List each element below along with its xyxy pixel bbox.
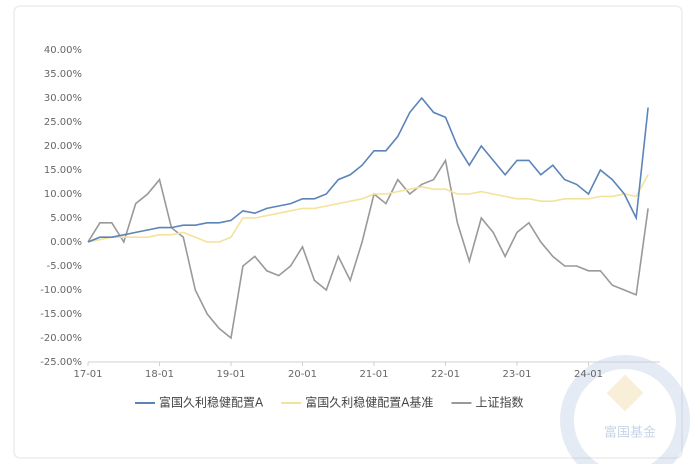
- legend-label: 上证指数: [475, 395, 523, 410]
- y-tick-label: -15.00%: [40, 309, 82, 320]
- y-tick-label: 15.00%: [44, 165, 82, 176]
- x-tick-label: 24-01: [574, 369, 603, 380]
- x-tick-label: 20-01: [288, 369, 317, 380]
- series-line: [87, 158, 649, 340]
- y-tick-label: 30.00%: [44, 93, 82, 104]
- y-tick-label: 25.00%: [44, 117, 82, 128]
- x-tick-label: 17-01: [73, 369, 102, 380]
- y-tick-label: 5.00%: [50, 213, 82, 224]
- x-tick-label: 22-01: [431, 369, 460, 380]
- legend-label: 富国久利稳健配置A基准: [305, 395, 433, 410]
- y-tick-label: 35.00%: [44, 69, 82, 80]
- y-tick-label: -25.00%: [40, 357, 82, 368]
- x-tick-label: 19-01: [216, 369, 245, 380]
- y-tick-label: -10.00%: [40, 285, 82, 296]
- x-tick-label: 18-01: [145, 369, 174, 380]
- y-tick-label: -5.00%: [47, 261, 82, 272]
- series-line: [87, 96, 649, 243]
- y-tick-label: 0.00%: [50, 237, 82, 248]
- y-tick-label: 40.00%: [44, 45, 82, 56]
- x-tick-label: 21-01: [359, 369, 388, 380]
- x-tick-label: 23-01: [502, 369, 531, 380]
- legend-label: 富国久利稳健配置A: [159, 395, 264, 410]
- y-tick-label: 10.00%: [44, 189, 82, 200]
- y-tick-label: -20.00%: [40, 333, 82, 344]
- watermark-text: 富国基金: [604, 425, 656, 441]
- y-tick-label: 20.00%: [44, 141, 82, 152]
- frame: [13, 5, 683, 459]
- series-line: [87, 174, 649, 243]
